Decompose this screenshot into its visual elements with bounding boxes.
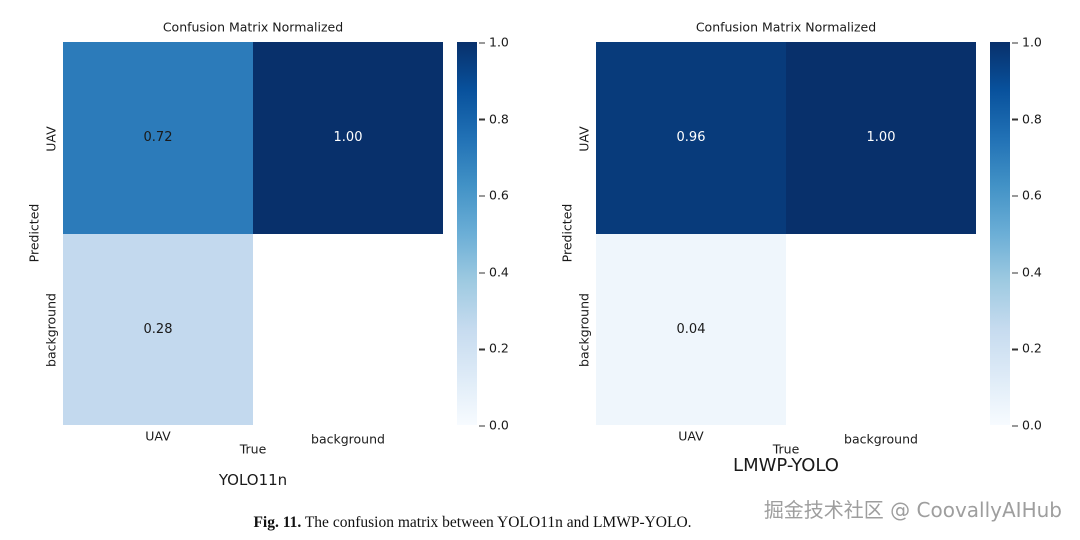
cell-background-uav: 0.28 <box>63 233 253 425</box>
colorbar-tick-label: 0.4 <box>479 264 509 279</box>
cell-uav-uav: 0.72 <box>63 42 253 234</box>
watermark-text: 掘金技术社区 @ CoovallyAIHub <box>763 498 1062 522</box>
heatmap-grid: 0.96 1.00 0.04 <box>596 42 976 425</box>
colorbar-tick-label: 0.0 <box>1012 418 1042 433</box>
cell-background-background <box>253 233 443 425</box>
x-tick-background: background <box>844 431 918 447</box>
x-axis-label: True <box>772 441 800 457</box>
y-tick-background: background <box>43 293 59 367</box>
colorbar-tick-label: 0.4 <box>1012 264 1042 279</box>
y-tick-background: background <box>576 293 592 367</box>
confusion-matrix-panel-lmwp-yolo: Confusion Matrix Normalized Predicted UA… <box>533 0 1066 500</box>
x-tick-background: background <box>311 431 385 447</box>
figure-caption-text: The confusion matrix between YOLO11n and… <box>304 514 692 531</box>
colorbar-tick-label: 0.2 <box>479 341 509 356</box>
colorbar-tick-label: 1.0 <box>479 35 509 50</box>
colorbar-tick-label: 0.6 <box>479 188 509 203</box>
cell-uav-background: 1.00 <box>786 42 976 234</box>
y-tick-uav: UAV <box>43 126 59 152</box>
colorbar-tick-label: 0.8 <box>479 111 509 126</box>
cell-background-uav: 0.04 <box>596 233 786 425</box>
heatmap-grid: 0.72 1.00 0.28 <box>63 42 443 425</box>
model-name-label: YOLO11n <box>218 471 288 489</box>
colorbar-tick-label: 0.8 <box>1012 111 1042 126</box>
x-tick-uav: UAV <box>678 428 704 444</box>
chart-title: Confusion Matrix Normalized <box>162 19 344 35</box>
y-axis-label: Predicted <box>559 203 575 263</box>
figure-caption-number: Fig. 11. <box>253 514 302 531</box>
figure-caption: Fig. 11. The confusion matrix between YO… <box>0 514 945 532</box>
colorbar-tick-label: 0.2 <box>1012 341 1042 356</box>
x-tick-uav: UAV <box>145 428 171 444</box>
colorbar-tick-label: 1.0 <box>1012 35 1042 50</box>
colorbar-tick-label: 0.0 <box>479 418 509 433</box>
cell-uav-uav: 0.96 <box>596 42 786 234</box>
colorbar-gradient <box>990 42 1010 425</box>
confusion-matrix-panel-yolo11n: Confusion Matrix Normalized Predicted UA… <box>0 0 533 500</box>
cell-uav-background: 1.00 <box>253 42 443 234</box>
x-axis-label: True <box>239 441 267 457</box>
y-axis-label: Predicted <box>26 203 42 263</box>
colorbar-tick-label: 0.6 <box>1012 188 1042 203</box>
chart-title: Confusion Matrix Normalized <box>695 19 877 35</box>
colorbar-gradient <box>457 42 477 425</box>
y-tick-uav: UAV <box>576 126 592 152</box>
model-name-label: LMWP-YOLO <box>733 455 839 476</box>
cell-background-background <box>786 233 976 425</box>
